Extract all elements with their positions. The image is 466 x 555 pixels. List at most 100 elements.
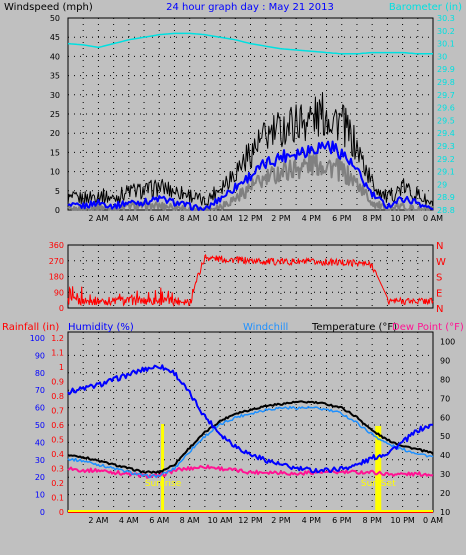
temperature-panel-grid: [68, 332, 433, 512]
temperature-tick-label: 80: [440, 375, 450, 384]
barometer-tick-label: 29.3: [437, 142, 455, 151]
barometer-tick-label: 29.2: [437, 155, 455, 164]
temperature-tick-label: 10: [440, 508, 450, 517]
time-tick-label: 10 AM: [208, 214, 233, 223]
time-tick-label: 8 PM: [362, 214, 381, 223]
humidity-tick-label: 50: [35, 421, 45, 430]
time-tick-label: 2 PM: [271, 516, 290, 525]
sunrise-marker: [161, 424, 165, 512]
barometer-tick-label: 29.4: [437, 129, 455, 138]
time-tick-label: 0 AM: [423, 516, 443, 525]
rainfall-tick-label: 0.4: [51, 450, 64, 459]
windspeed-tick-label: 25: [50, 110, 60, 119]
barometer-tick-label: 28.9: [437, 193, 455, 202]
time-tick-label: 0 AM: [423, 214, 443, 223]
barometer-tick-label: 29.6: [437, 104, 455, 113]
dewpoint-line: [67, 464, 434, 479]
direction-compass-tick: S: [436, 273, 442, 284]
dewpoint-axis-label: Dew Point (°F): [392, 322, 464, 333]
sunset-label: Sun Set: [361, 479, 396, 489]
direction-degree-tick: 90: [54, 288, 64, 297]
direction-degree-tick: 270: [49, 257, 64, 266]
barometer-line: [67, 32, 433, 55]
direction-degree-tick: 360: [49, 241, 64, 250]
time-tick-label: 8 AM: [180, 516, 200, 525]
wind-direction-panel-grid: [68, 245, 433, 308]
sunrise-label: Sun rise: [145, 479, 182, 489]
humidity-tick-label: 90: [35, 351, 45, 360]
temperature-tick-label: 20: [440, 489, 450, 498]
windspeed-min-line: [67, 150, 434, 211]
humidity-tick-label: 100: [30, 334, 45, 343]
temperature-line: [67, 400, 434, 474]
rainfall-tick-label: 1.1: [51, 349, 64, 358]
windspeed-tick-label: 50: [50, 14, 60, 23]
humidity-tick-label: 0: [40, 508, 45, 517]
time-tick-label: 6 PM: [332, 214, 351, 223]
rainfall-tick-label: 0.2: [51, 479, 64, 488]
windspeed-tick-label: 5: [55, 187, 60, 196]
windspeed-tick-label: 10: [50, 168, 60, 177]
barometer-tick-label: 29.8: [437, 78, 455, 87]
temperature-tick-label: 90: [440, 356, 450, 365]
rainfall-tick-label: 0: [59, 508, 64, 517]
barometer-tick-label: 30.3: [437, 14, 455, 23]
humidity-tick-label: 10: [35, 491, 45, 500]
windchill-line: [67, 405, 434, 479]
temperature-series: [67, 364, 434, 513]
barometer-tick-label: 30.2: [437, 27, 455, 36]
temperature-tick-label: 70: [440, 394, 450, 403]
humidity-tick-label: 30: [35, 456, 45, 465]
windspeed-tick-label: 15: [50, 148, 60, 157]
humidity-tick-label: 80: [35, 369, 45, 378]
barometer-tick-label: 28.8: [437, 206, 455, 215]
temperature-tick-label: 100: [440, 337, 455, 346]
rainfall-tick-label: 0.6: [51, 421, 64, 430]
humidity-tick-label: 60: [35, 404, 45, 413]
direction-degree-tick: 180: [49, 273, 64, 282]
barometer-tick-label: 29: [437, 180, 447, 189]
rainfall-tick-label: 0.3: [51, 465, 64, 474]
time-tick-label: 12 PM: [238, 516, 263, 525]
direction-compass-tick: E: [436, 288, 442, 299]
rainfall-tick-label: 1.2: [51, 334, 64, 343]
windspeed-tick-label: 45: [50, 33, 60, 42]
temperature-tick-label: 40: [440, 451, 450, 460]
wind-direction-line: [67, 253, 434, 307]
barometer-tick-label: 29.5: [437, 116, 455, 125]
time-tick-label: 2 PM: [271, 214, 290, 223]
barometer-tick-label: 29.1: [437, 168, 455, 177]
windspeed-avg-line: [67, 140, 434, 211]
barometer-tick-label: 30: [437, 52, 447, 61]
rainfall-tick-label: 0.9: [51, 378, 64, 387]
temperature-tick-label: 50: [440, 432, 450, 441]
time-tick-label: 6 AM: [149, 516, 169, 525]
time-tick-label: 4 AM: [119, 516, 139, 525]
direction-compass-tick: W: [436, 257, 446, 268]
rainfall-tick-label: 0.5: [51, 436, 64, 445]
windspeed-tick-label: 20: [50, 129, 60, 138]
humidity-tick-label: 20: [35, 473, 45, 482]
windchill-axis-label: Windchill: [243, 322, 288, 333]
windspeed-tick-label: 40: [50, 52, 60, 61]
time-tick-label: 10 PM: [390, 214, 415, 223]
direction-compass-tick: N: [436, 304, 443, 315]
rainfall-axis-label: Rainfall (in): [2, 322, 59, 333]
humidity-line: [67, 364, 434, 474]
temperature-tick-label: 60: [440, 413, 450, 422]
rainfall-tick-label: 1: [59, 363, 64, 372]
windspeed-max-line: [67, 92, 434, 209]
time-tick-label: 8 AM: [180, 214, 200, 223]
time-tick-label: 2 AM: [88, 516, 108, 525]
time-tick-label: 8 PM: [362, 516, 381, 525]
rainfall-tick-label: 0.1: [51, 494, 64, 503]
rainfall-tick-label: 0.7: [51, 407, 64, 416]
windspeed-tick-label: 35: [50, 72, 60, 81]
windspeed-tick-label: 0: [55, 206, 60, 215]
time-tick-label: 6 AM: [149, 214, 169, 223]
direction-compass-tick: N: [436, 241, 443, 252]
time-tick-label: 4 PM: [302, 214, 321, 223]
time-tick-label: 10 PM: [390, 516, 415, 525]
